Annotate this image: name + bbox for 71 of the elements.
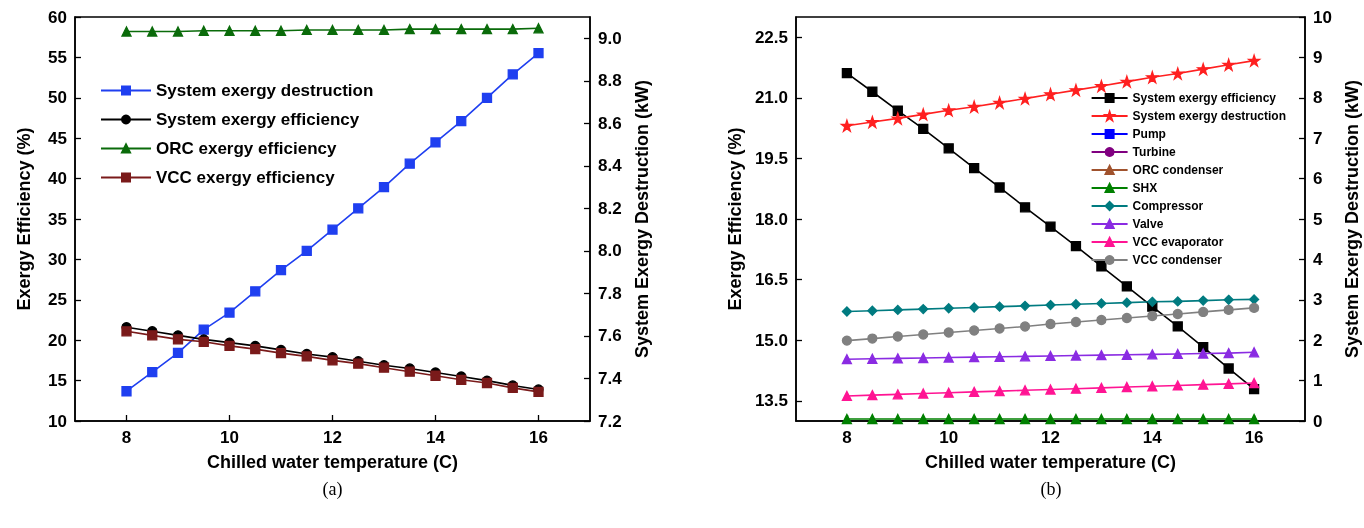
legend-label: System exergy destruction <box>1132 109 1287 123</box>
x-tick-label: 16 <box>529 428 548 447</box>
y2-tick-label: 8.8 <box>598 71 622 91</box>
y2-tick-label: 3 <box>1313 290 1323 310</box>
legend-label: System exergy efficiency <box>1132 91 1277 105</box>
x-tick-label: 8 <box>842 428 852 447</box>
legend-label: System exergy efficiency <box>156 110 360 129</box>
y-tick-label: 15.0 <box>754 330 788 350</box>
y2-tick-label: 7.4 <box>598 368 623 388</box>
y2-tick-label: 8 <box>1313 88 1323 108</box>
y-tick-label: 35 <box>48 209 67 229</box>
y2-tick-label: 8.2 <box>598 198 622 218</box>
x-tick-label: 10 <box>220 428 239 447</box>
y-tick-label: 30 <box>48 249 67 269</box>
y-tick-label: 18.0 <box>754 209 788 229</box>
y-tick-label: 21.0 <box>754 88 788 108</box>
y2-tick-label: 8.6 <box>598 113 622 133</box>
x-tick-label: 10 <box>939 428 959 447</box>
y2-tick-label: 9.0 <box>598 28 622 48</box>
text: (b) <box>1040 479 1062 500</box>
y2-axis-title: System Exergy Destruction (kW) <box>631 79 652 359</box>
legend-label: Valve <box>1132 217 1164 231</box>
x-tick-label: 14 <box>426 428 446 447</box>
legend-label: System exergy destruction <box>156 81 374 100</box>
y2-tick-label: 7.2 <box>598 411 622 431</box>
y-tick-label: 19.5 <box>754 148 788 168</box>
legend-label: VCC condenser <box>1132 253 1223 267</box>
y2-tick-label: 2 <box>1313 330 1323 350</box>
x-tick-label: 8 <box>121 428 132 447</box>
y2-tick-label: 1 <box>1313 371 1323 391</box>
y2-tick-label: 8.0 <box>598 241 622 261</box>
y-tick-label: 20 <box>48 330 67 350</box>
y2-tick-label: 5 <box>1313 209 1323 229</box>
y-tick-label: 50 <box>48 88 67 108</box>
y-tick-label: 15 <box>48 371 67 391</box>
legend-label: ORC exergy efficiency <box>156 139 338 158</box>
legend-label: VCC evaporator <box>1132 235 1224 249</box>
y-axis-title: Exergy Efficiency (%) <box>725 127 746 311</box>
legend-label: ORC condenser <box>1132 163 1224 177</box>
y-tick-label: 22.5 <box>754 27 788 47</box>
x-axis-title: Chilled water temperature (C) <box>206 452 459 472</box>
y-axis-title: Exergy Efficiency (%) <box>14 127 34 311</box>
text: (a) <box>322 479 343 500</box>
y2-tick-label: 4 <box>1313 249 1323 269</box>
y-tick-label: 10 <box>48 411 67 431</box>
y2-tick-label: 7.6 <box>598 326 622 346</box>
y-tick-label: 40 <box>48 169 67 189</box>
y-tick-label: 13.5 <box>754 391 788 411</box>
y2-tick-label: 10 <box>1313 7 1332 27</box>
y-tick-label: 25 <box>48 290 67 310</box>
x-tick-label: 14 <box>1142 428 1163 447</box>
y2-tick-label: 7.8 <box>598 283 622 303</box>
x-tick-label: 12 <box>323 428 342 447</box>
y2-tick-label: 7 <box>1313 128 1323 148</box>
y-tick-label: 45 <box>48 128 67 148</box>
legend-label: Compressor <box>1132 199 1204 213</box>
x-tick-label: 16 <box>1244 428 1264 447</box>
y-tick-label: 16.5 <box>754 270 788 290</box>
y-tick-label: 55 <box>48 47 67 67</box>
y2-axis-title: System Exergy Destruction (kW) <box>1341 79 1362 359</box>
x-axis-title: Chilled water temperature (C) <box>924 452 1177 472</box>
y2-tick-label: 8.4 <box>598 156 623 176</box>
legend-label: Turbine <box>1132 145 1177 159</box>
legend-label: Pump <box>1132 127 1166 141</box>
y2-tick-label: 9 <box>1313 47 1323 67</box>
y2-tick-label: 6 <box>1313 169 1323 189</box>
y2-tick-label: 0 <box>1313 411 1323 431</box>
legend-label: SHX <box>1132 181 1158 195</box>
legend-label: VCC exergy efficiency <box>156 168 336 187</box>
x-tick-label: 12 <box>1041 428 1060 447</box>
y-tick-label: 60 <box>48 7 67 27</box>
